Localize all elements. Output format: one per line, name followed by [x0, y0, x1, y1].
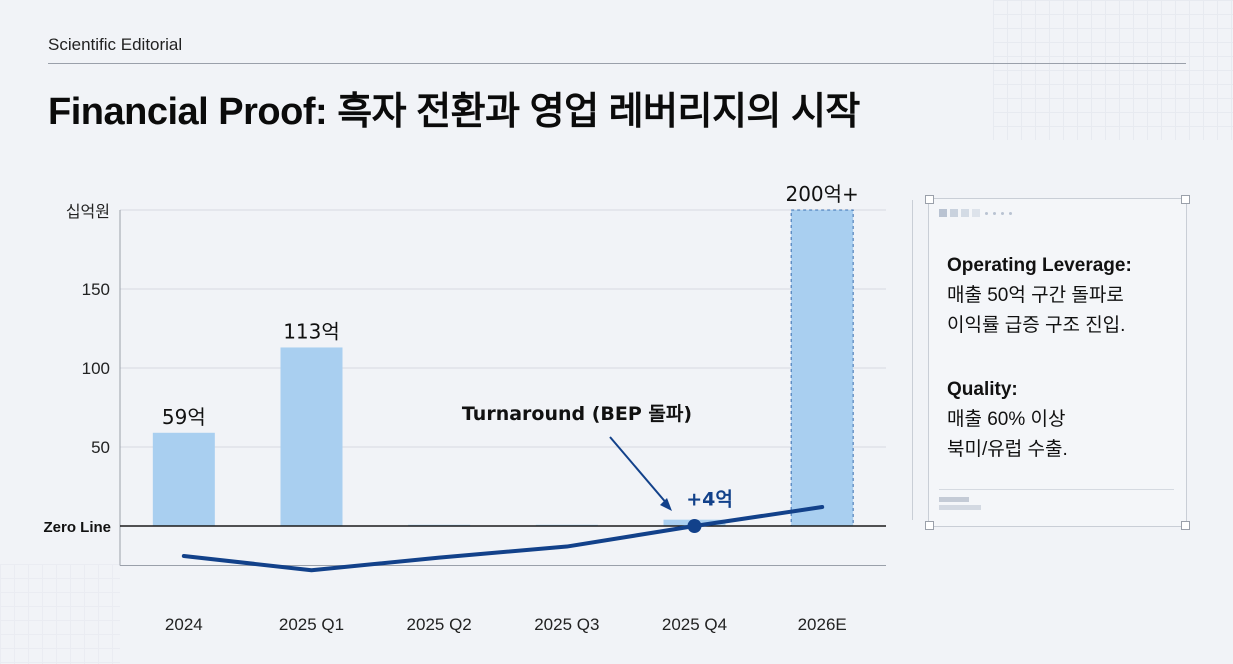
- x-tick-label: 2025 Q3: [534, 615, 599, 634]
- leverage-line2: 이익률 급증 구조 진입.: [947, 311, 1125, 341]
- panel-decor-bars: [939, 497, 981, 513]
- quality-line1: 매출 60% 이상: [947, 405, 1066, 435]
- y-tick-label: 50: [91, 438, 110, 457]
- annotation-arrowhead: [660, 498, 672, 511]
- zero-line-label: Zero Line: [43, 519, 111, 536]
- bar: [281, 347, 343, 526]
- bar-label: 200억+: [785, 182, 858, 206]
- x-tick-label: 2024: [165, 615, 203, 634]
- x-tick-label: 2025 Q1: [279, 615, 344, 634]
- quality-line2: 북미/유럽 수출.: [947, 435, 1068, 465]
- corner-handle: [1181, 521, 1190, 530]
- leverage-title: Operating Leverage:: [947, 251, 1132, 281]
- y-tick-label: 100: [82, 359, 110, 378]
- panel-bracket: [912, 200, 921, 520]
- y-axis-label: 십억원: [66, 202, 110, 221]
- panel-dots: [939, 209, 1012, 217]
- insight-panel: Operating Leverage: 매출 50억 구간 돌파로 이익률 급증…: [928, 198, 1187, 527]
- bar: [153, 433, 215, 526]
- panel-rule: [939, 489, 1174, 490]
- turnaround-point: [688, 519, 702, 533]
- y-tick-label: 150: [82, 280, 110, 299]
- turnaround-annotation: Turnaround (BEP 돌파): [462, 403, 692, 425]
- leverage-line1: 매출 50억 구간 돌파로: [947, 281, 1124, 311]
- bar-label: 113억: [283, 319, 340, 343]
- x-tick-label: 2025 Q2: [407, 615, 472, 634]
- bar-label: 59억: [162, 405, 206, 429]
- x-tick-label: 2025 Q4: [662, 615, 727, 634]
- quality-title: Quality:: [947, 375, 1018, 405]
- corner-handle: [925, 195, 934, 204]
- bar-label: +4억: [686, 489, 733, 511]
- bar: [791, 210, 853, 526]
- profit-line: [184, 507, 822, 570]
- x-tick-label: 2026E: [798, 615, 847, 634]
- corner-handle: [925, 521, 934, 530]
- corner-handle: [1181, 195, 1190, 204]
